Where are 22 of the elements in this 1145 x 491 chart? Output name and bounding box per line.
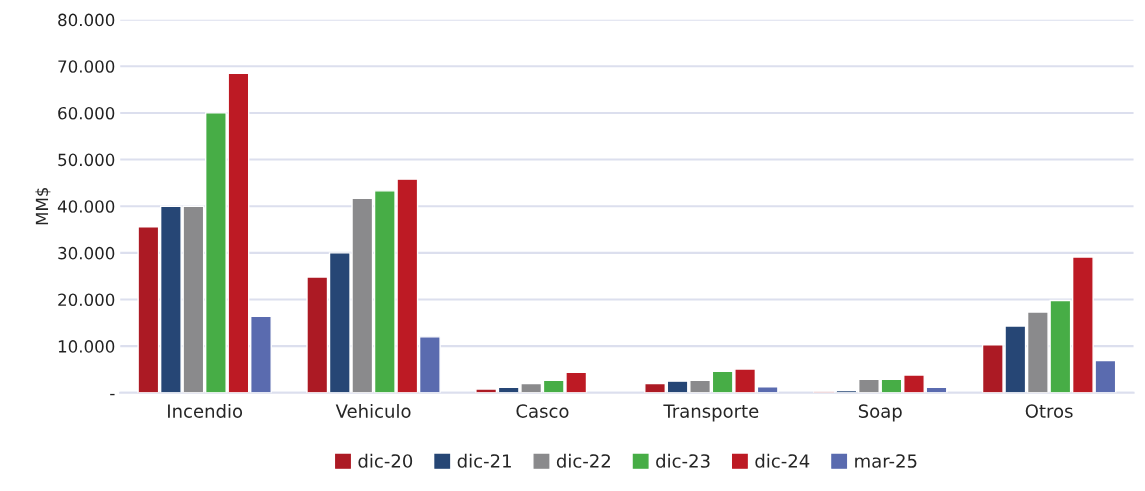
- y-tick-label: 80.000: [58, 13, 115, 27]
- y-tick-label: 50.000: [58, 153, 115, 167]
- y-tick-label: 10.000: [58, 340, 115, 353]
- legend-label: dic-24: [755, 453, 810, 468]
- y-tick-label: 20.000: [58, 293, 115, 307]
- x-tick-label: Casco: [516, 404, 569, 418]
- x-tick-label: Vehiculo: [335, 403, 411, 418]
- x-tick-label: Otros: [1025, 404, 1073, 418]
- y-tick-label: -: [110, 393, 115, 396]
- y-tick-label: 60.000: [58, 106, 115, 120]
- x-tick-label: Incendio: [168, 403, 243, 418]
- legend-label: dic-23: [656, 453, 710, 468]
- legend-label: dic-20: [358, 453, 413, 468]
- y-tick-label: 70.000: [58, 60, 115, 73]
- legend-label: dic-22: [556, 453, 610, 468]
- x-tick-label: Transporte: [663, 404, 759, 422]
- y-tick-label: 40.000: [57, 200, 115, 213]
- legend-label: dic-21: [457, 453, 511, 468]
- y-axis-title: MM$: [35, 187, 51, 225]
- legend-label: mar-25: [855, 454, 917, 468]
- x-tick-label: Soap: [858, 404, 902, 422]
- y-tick-label: 30.000: [58, 246, 115, 260]
